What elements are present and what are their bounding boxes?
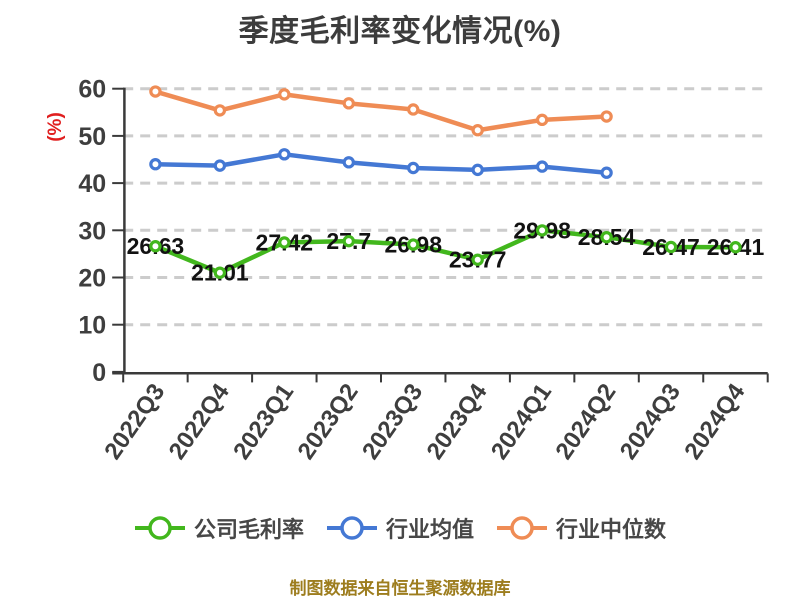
data-point	[278, 148, 291, 161]
data-point	[535, 160, 549, 173]
data-point	[149, 158, 162, 171]
chart-title: 季度毛利率变化情况(%)	[238, 15, 562, 48]
legend-item-industry-mean[interactable]: 行业均值	[326, 512, 474, 544]
x-tick-label: 2024Q1	[486, 379, 557, 464]
data-point	[664, 240, 678, 254]
x-tick-label: 2024Q3	[615, 379, 686, 464]
data-point	[600, 110, 613, 123]
data-point	[600, 230, 613, 244]
data-point	[600, 166, 613, 179]
data-point	[407, 238, 420, 251]
series-line-公司毛利率	[153, 228, 738, 275]
line-marker-icon	[326, 516, 377, 540]
x-tick-label: 2022Q3	[99, 379, 170, 464]
data-point	[278, 236, 291, 249]
plot-area: 0 10 20 30 40 50 60 (%) 2022Q32022Q42023Q12023Q2…	[45, 76, 769, 464]
line-marker-icon	[134, 516, 185, 540]
line-marker-icon	[497, 516, 547, 540]
data-point	[471, 253, 484, 266]
x-tick-label: 2024Q4	[679, 378, 750, 464]
data-point	[149, 240, 162, 253]
x-tick-label: 2023Q1	[228, 379, 299, 464]
data-point	[149, 85, 162, 98]
data-point	[471, 163, 484, 177]
data-point	[535, 224, 549, 237]
data-point	[278, 88, 291, 101]
data-point	[342, 234, 355, 248]
y-tick-label: 50	[78, 123, 106, 151]
x-tick-label: 2024Q2	[550, 379, 621, 464]
x-tick-label: 2023Q4	[421, 378, 492, 464]
y-tick-label: 40	[78, 170, 106, 198]
y-tick-label: 0	[92, 359, 106, 387]
y-axis-unit-label: (%)	[45, 112, 66, 142]
y-tick-label: 30	[78, 217, 106, 245]
legend-item-company-gross-margin[interactable]: 公司毛利率	[134, 512, 304, 544]
x-tick-label: 2023Q3	[357, 379, 428, 464]
legend-label-industry-median: 行业中位数	[556, 517, 667, 542]
data-point	[729, 241, 742, 254]
y-tick-label: 10	[78, 312, 106, 340]
legend: 公司毛利率 行业均值 行业中位数	[0, 512, 800, 544]
legend-item-industry-median[interactable]: 行业中位数	[496, 512, 666, 544]
legend-label-company-gross-margin: 公司毛利率	[193, 517, 304, 542]
data-point	[407, 103, 420, 116]
y-tick-label: 20	[78, 265, 106, 293]
data-point	[213, 159, 227, 172]
x-tick-label: 2022Q4	[164, 378, 235, 464]
data-point	[407, 161, 420, 175]
series-line-行业均值	[153, 152, 609, 175]
data-point	[213, 266, 227, 279]
data-point	[471, 124, 484, 137]
series-line-行业中位数	[153, 89, 609, 133]
data-point	[535, 113, 549, 127]
data-source-note: 制图数据来自恒生聚源数据库	[289, 579, 511, 598]
data-point	[342, 97, 355, 110]
data-point	[342, 156, 355, 169]
y-tick-label: 60	[78, 76, 106, 104]
legend-label-industry-mean: 行业均值	[385, 517, 474, 542]
data-point	[213, 104, 227, 117]
x-tick-label: 2023Q2	[293, 379, 364, 464]
